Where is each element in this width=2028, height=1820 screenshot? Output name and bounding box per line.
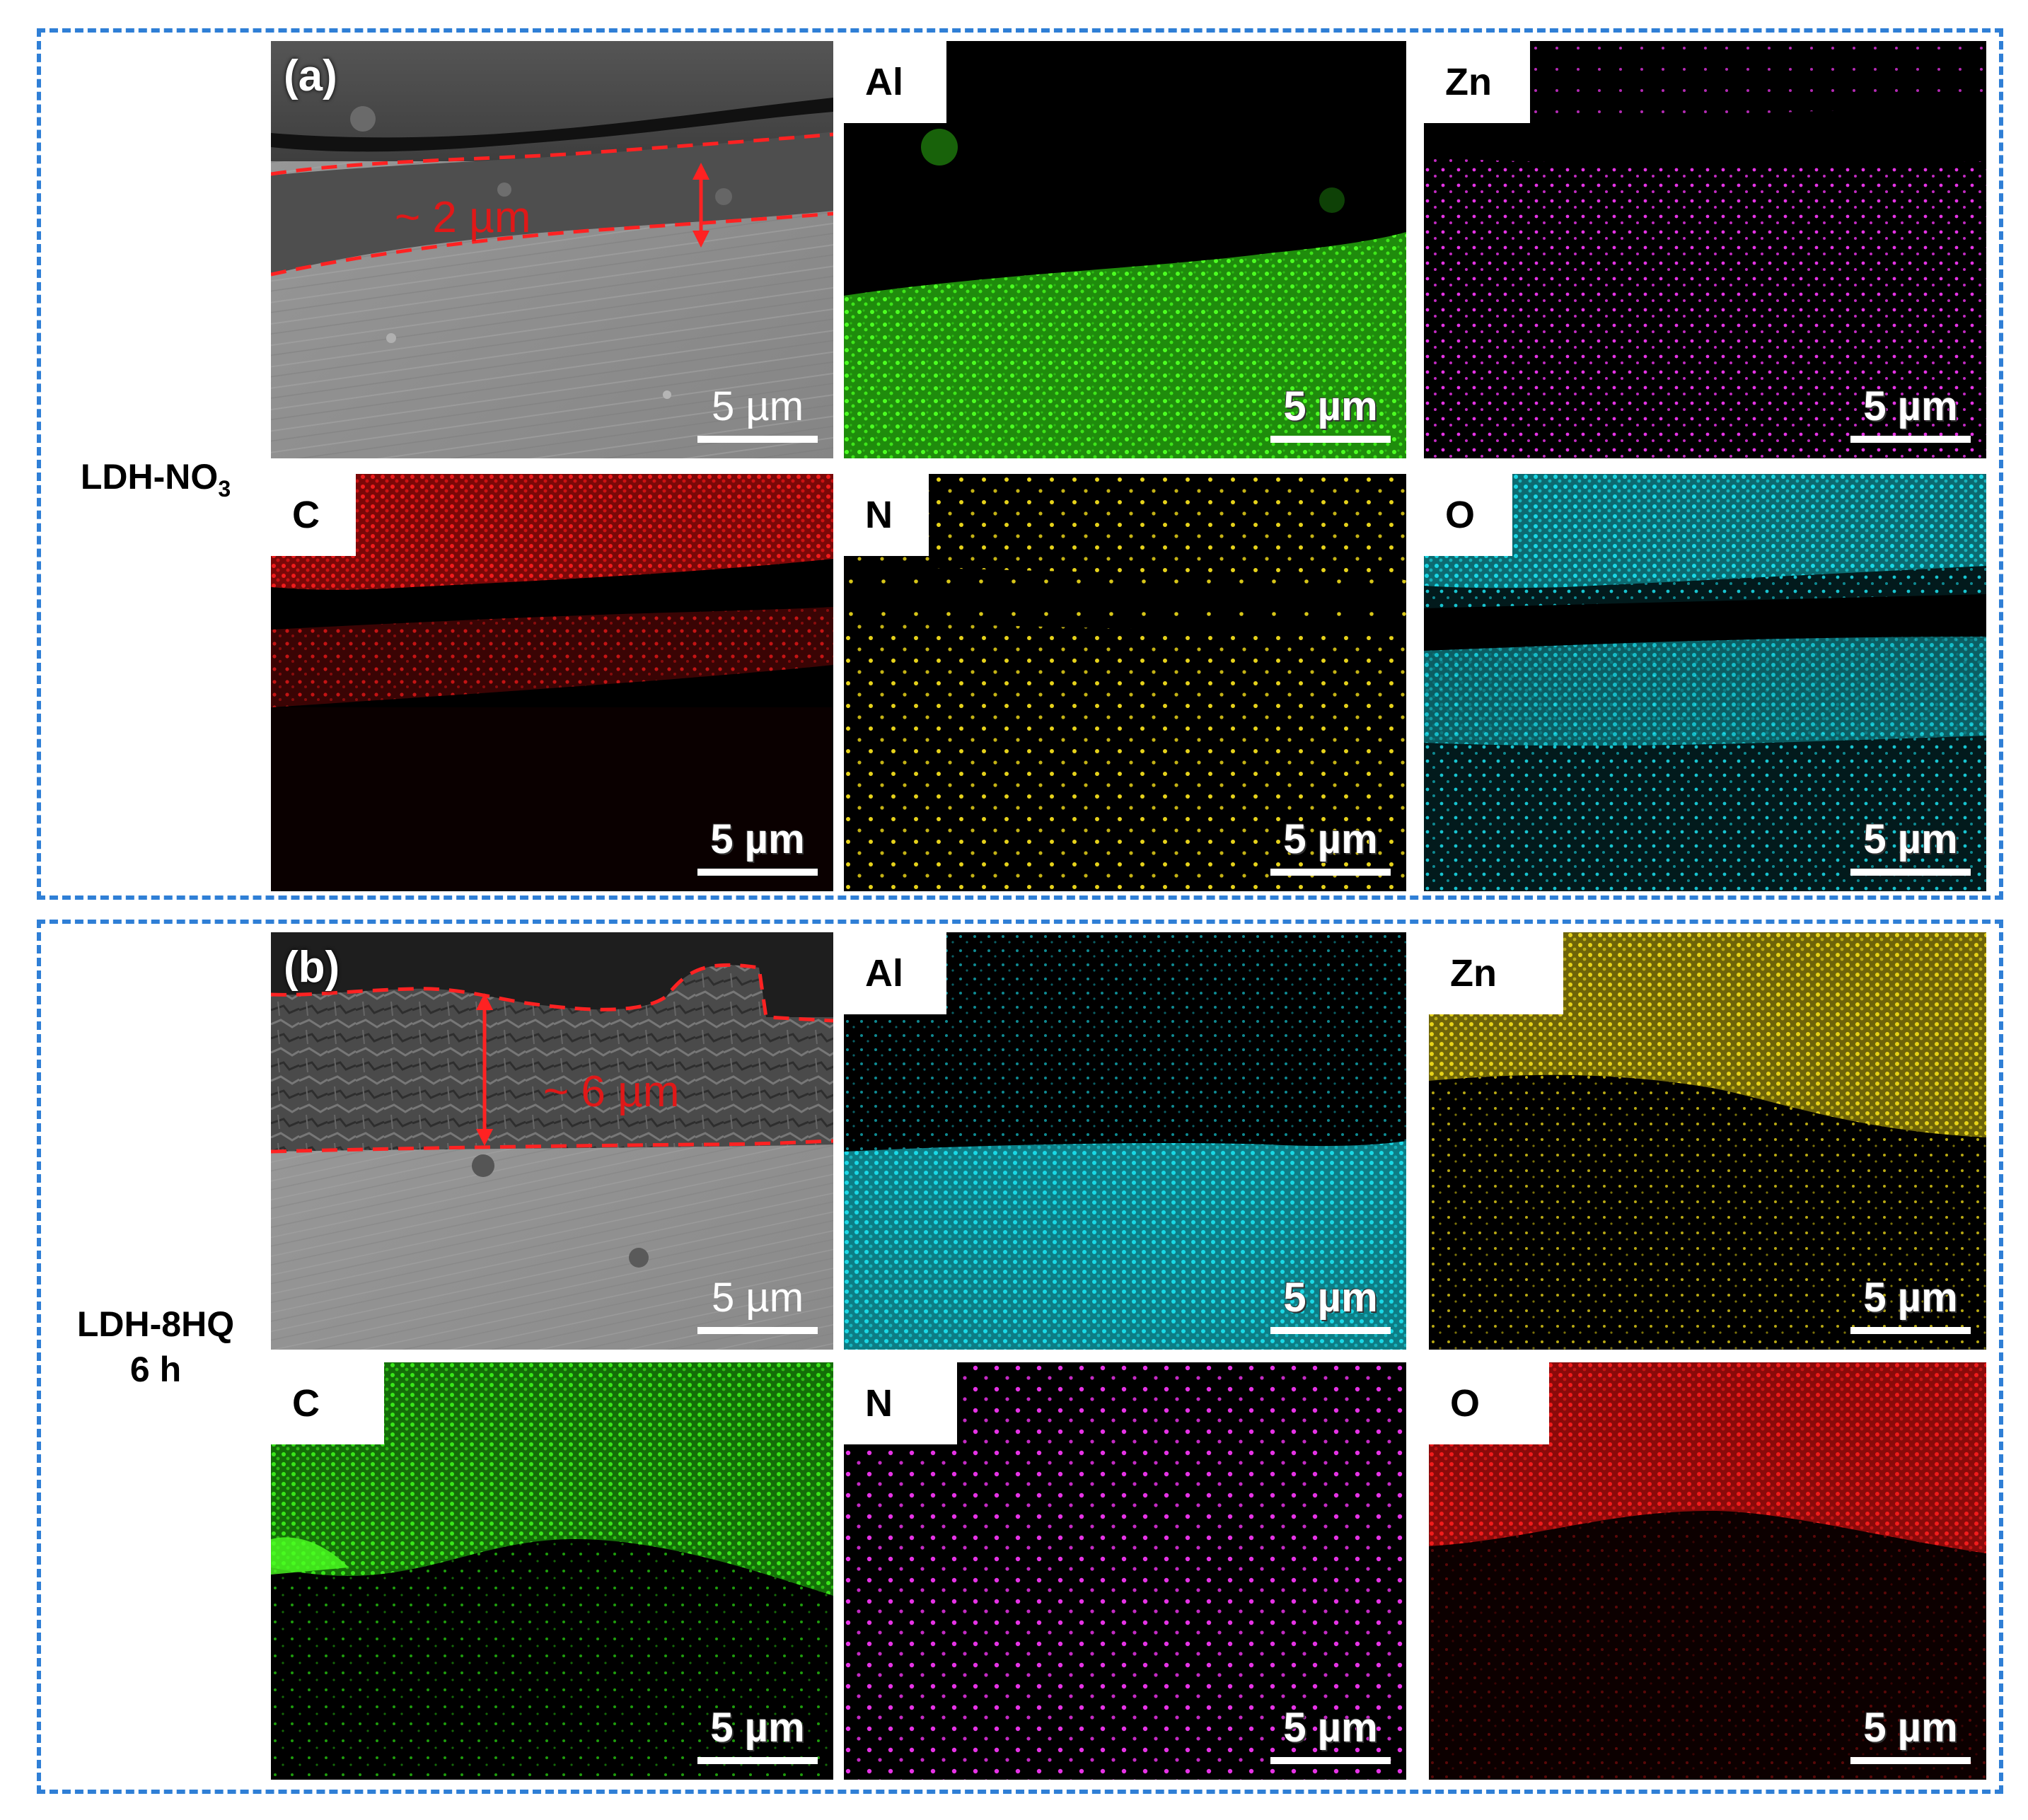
group-frame-b [37,920,2003,1794]
scalebar-a-al: 5 µm [1270,385,1391,443]
map-panel-a-o: O 5 µm [1424,474,1986,891]
scalebar-b-n: 5 µm [1270,1706,1391,1764]
map-panel-b-al: Al 5 µm [844,932,1406,1350]
map-image-b-al [844,932,1406,1350]
scalebar-line [1270,436,1391,443]
sem-image-a [271,41,833,458]
scalebar-line [697,1327,818,1334]
row-label-b: LDH-8HQ 6 h [50,1302,262,1392]
scalebar-a-zn: 5 µm [1850,385,1971,443]
map-panel-a-zn: Zn 5 µm [1424,41,1986,458]
map-image-a-o [1424,474,1986,891]
scalebar-line [697,436,818,443]
scalebar-line [697,869,818,876]
scalebar-line [1850,869,1971,876]
scalebar-line [1270,869,1391,876]
map-image-a-al [844,129,1406,458]
row-label-a-main: LDH-NO [80,457,219,497]
map-panel-a-n: N 5 µm [844,474,1406,891]
map-image-a-c [271,474,833,891]
thickness-label-a: ~ 2 µm [395,193,531,242]
scalebar-label: 5 µm [1283,816,1378,862]
scalebar-label: 5 µm [1863,1275,1958,1321]
scalebar-label: 5 µm [711,383,804,429]
scalebar-label: 5 µm [1863,1705,1958,1751]
group-frame-a [37,28,2003,900]
element-tag-b-zn: Zn [1429,932,1563,1014]
thickness-label-b: ~ 6 µm [543,1067,680,1116]
scalebar-b-zn: 5 µm [1850,1276,1971,1334]
scalebar-b-al: 5 µm [1270,1276,1391,1334]
sem-image-b [271,932,833,1350]
scalebar-label: 5 µm [1283,383,1378,429]
map-panel-a-c: C 5 µm [271,474,833,891]
map-panel-b-n: N 5 µm [844,1362,1406,1780]
scalebar-a-c: 5 µm [697,818,818,876]
scalebar-label: 5 µm [710,816,805,862]
element-tag-b-o: O [1429,1362,1549,1444]
scalebar-a-n: 5 µm [1270,818,1391,876]
scalebar-line [1850,436,1971,443]
scalebar-line [1850,1327,1971,1334]
scalebar-line [697,1757,818,1764]
scalebar-sem-b: 5 µm [697,1276,818,1334]
scalebar-a-o: 5 µm [1850,818,1971,876]
element-tag-b-n: N [844,1362,957,1444]
element-tag-a-al: Al [844,41,946,123]
scalebar-label: 5 µm [1283,1275,1378,1321]
scalebar-label: 5 µm [711,1275,804,1321]
row-label-b-line2: 6 h [129,1350,182,1389]
row-label-a: LDH-NO3 [50,454,262,511]
map-image-b-zn [1429,932,1986,1350]
sem-panel-a: (a) ~ 2 µm 5 µm [271,41,833,458]
row-label-a-sub: 3 [218,476,231,502]
scalebar-b-o: 5 µm [1850,1706,1971,1764]
map-panel-b-zn: Zn 5 µm [1429,932,1986,1350]
element-tag-b-c: C [271,1362,384,1444]
scalebar-label: 5 µm [1863,816,1958,862]
map-panel-b-o: O 5 µm [1429,1362,1986,1780]
scalebar-b-c: 5 µm [697,1706,818,1764]
element-tag-a-o: O [1424,474,1512,556]
element-tag-a-n: N [844,474,929,556]
scalebar-line [1270,1327,1391,1334]
row-label-b-main: LDH-8HQ [76,1304,235,1344]
element-tag-b-al: Al [844,932,946,1014]
map-panel-b-c: C 5 µm [271,1362,833,1780]
scalebar-line [1850,1757,1971,1764]
scalebar-label: 5 µm [1863,383,1958,429]
scalebar-line [1270,1757,1391,1764]
panel-letter-b: (b) [284,943,340,992]
sem-panel-b: (b) ~ 6 µm 5 µm [271,932,833,1350]
element-tag-a-zn: Zn [1424,41,1530,123]
map-image-a-n [844,474,1406,891]
map-panel-a-al: Al 5 µm [844,41,1406,458]
scalebar-sem-a: 5 µm [697,385,818,443]
element-tag-a-c: C [271,474,356,556]
scalebar-label: 5 µm [1283,1705,1378,1751]
panel-letter-a: (a) [284,52,337,100]
scalebar-label: 5 µm [710,1705,805,1751]
